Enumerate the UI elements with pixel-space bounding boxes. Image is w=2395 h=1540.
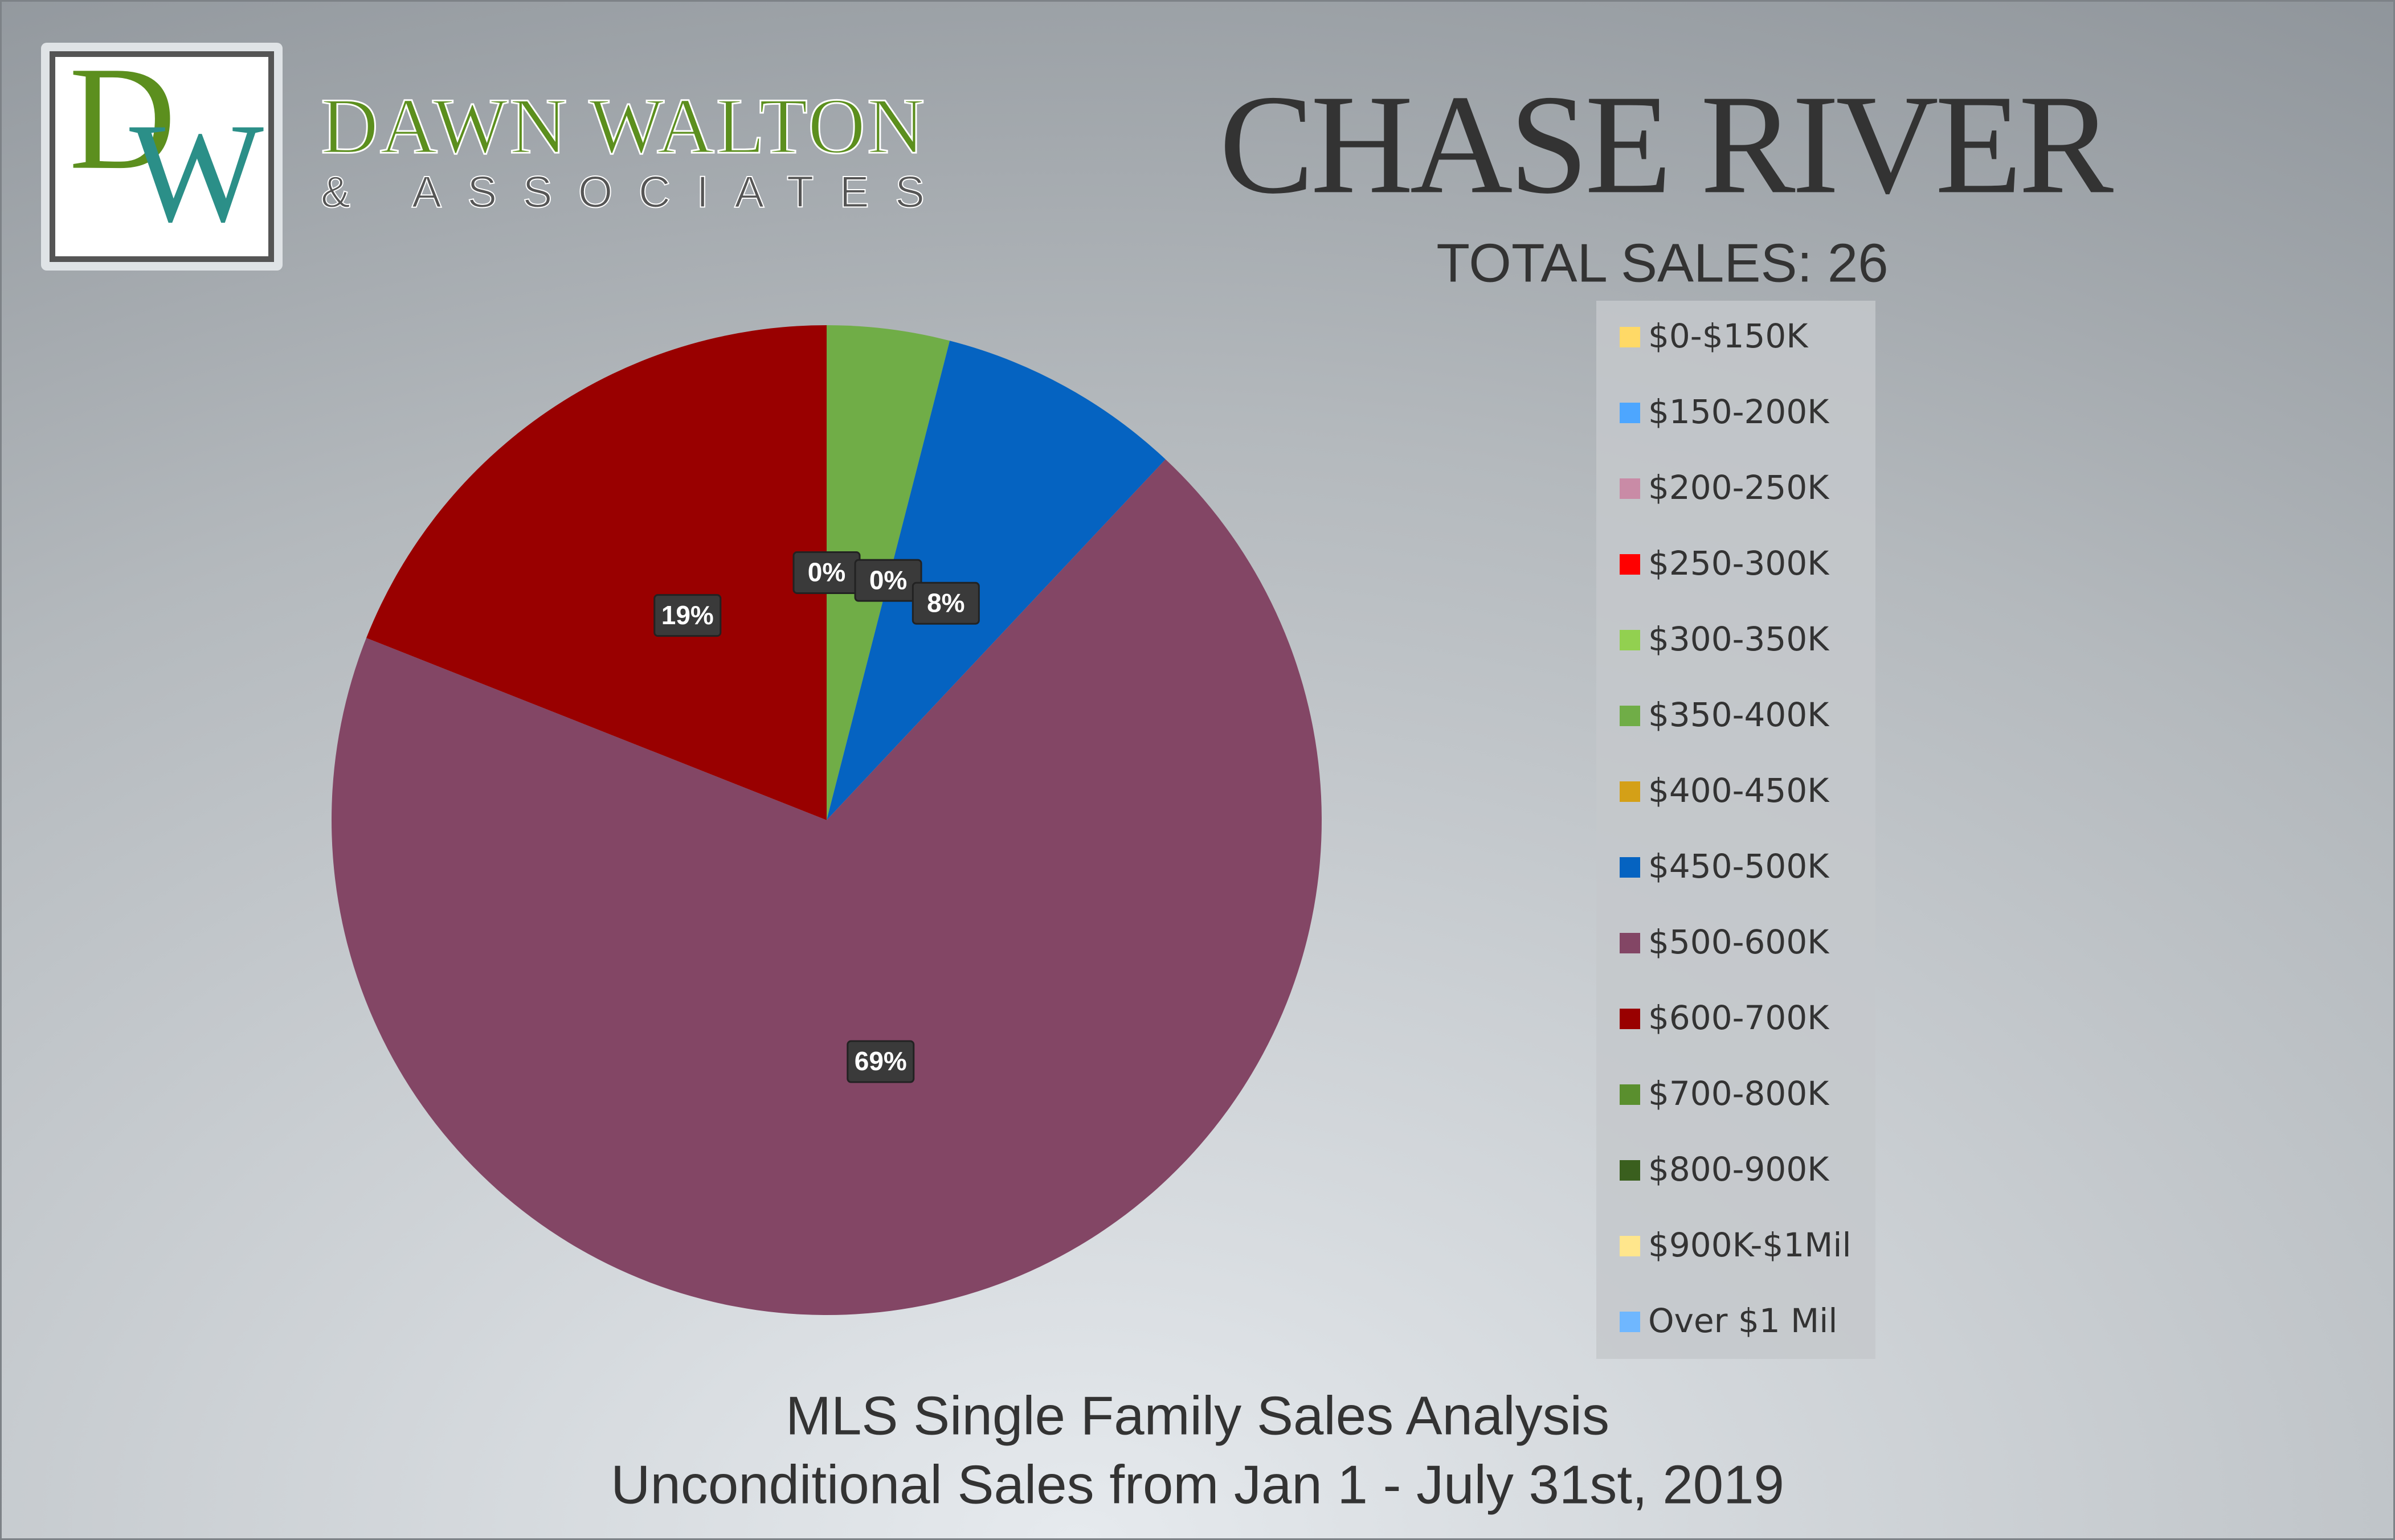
legend-swatch [1620,781,1640,802]
legend-label: $300-350K [1648,620,1830,658]
legend-label: $800-900K [1648,1150,1830,1189]
legend-swatch [1620,857,1640,878]
data-label-box [912,581,980,625]
data-label: 0% [869,565,907,595]
legend-swatch [1620,403,1640,423]
legend-swatch [1620,1236,1640,1256]
legend-label: $350-400K [1648,695,1830,734]
logo-initial: W [129,94,264,252]
legend-swatch [1620,1312,1640,1332]
legend-label: $250-300K [1648,544,1830,583]
pie-slice [827,341,1166,820]
logo-name: DAWN WALTON [321,82,925,170]
pie-slice [366,325,827,820]
data-label: 0% [808,558,845,587]
legend-label: $400-450K [1648,771,1830,810]
legend-swatch [1620,933,1640,953]
legend-label: $200-250K [1648,468,1830,507]
legend-swatch [1620,478,1640,499]
footer-line: MLS Single Family Sales Analysis [786,1385,1609,1446]
legend-label: $150-200K [1648,392,1830,431]
legend-label: $900K-$1Mil [1648,1226,1852,1264]
logo-box [50,51,274,262]
data-label: 8% [927,588,964,617]
pie-slice [331,459,1322,1315]
data-label: 69% [855,1046,907,1076]
legend-swatch [1620,706,1640,726]
legend-swatch [1620,1084,1640,1105]
legend-swatch [1620,1160,1640,1181]
chart-title: CHASE RIVER [1219,65,2114,223]
legend-swatch [1620,1009,1640,1029]
legend-label: $0-$150K [1648,317,1809,355]
data-label-box [653,594,722,637]
legend-label: $450-500K [1648,847,1830,886]
data-label-box [847,1040,915,1083]
chart-subtitle: TOTAL SALES: 26 [1436,232,1888,293]
data-label: 19% [661,600,714,630]
legend-swatch [1620,630,1640,650]
legend-swatch [1620,327,1640,347]
legend-label: $600-700K [1648,998,1830,1037]
legend-swatch [1620,554,1640,575]
legend-label: Over $1 Mil [1648,1301,1837,1340]
legend-label: $500-600K [1648,923,1830,961]
logo-initial: D [69,36,176,200]
data-label-box [854,559,922,602]
legend-label: $700-800K [1648,1074,1830,1113]
legend-box [1596,301,1875,1359]
footer-line: Unconditional Sales from Jan 1 - July 31… [611,1454,1784,1515]
